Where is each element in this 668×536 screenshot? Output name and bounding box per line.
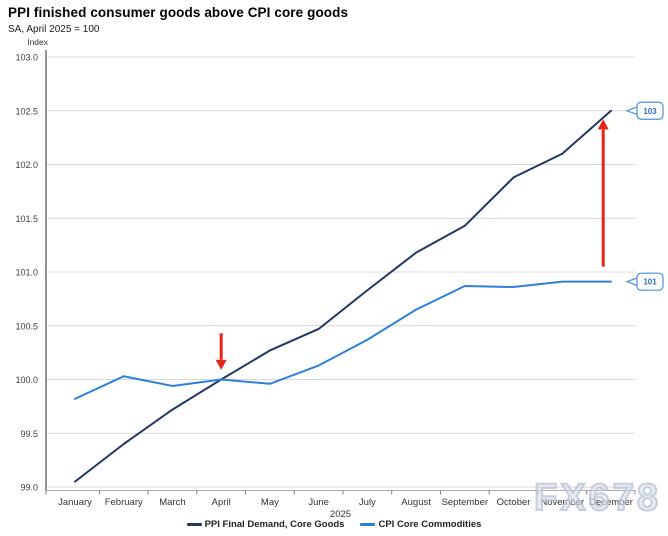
annotation-arrow-head-up: [597, 119, 609, 130]
chart-subtitle: SA, April 2025 = 100: [8, 24, 100, 35]
series-line-1: [74, 280, 612, 400]
x-tick-label: December: [589, 497, 633, 508]
chart-legend: PPI Final Demand, Core Goods CPI Core Com…: [0, 519, 668, 530]
x-tick-label: June: [308, 497, 329, 508]
legend-item: PPI Final Demand, Core Goods: [186, 519, 345, 530]
legend-item: CPI Core Commodities: [360, 519, 481, 530]
legend-dash: [360, 523, 376, 526]
x-tick-label: April: [212, 497, 231, 508]
y-tick-label: 101.0: [15, 268, 38, 278]
legend-label: PPI Final Demand, Core Goods: [204, 519, 345, 530]
callout-box: [636, 101, 664, 120]
x-tick-label: January: [58, 497, 92, 508]
x-tick-label: September: [442, 497, 488, 508]
end-value-callout: 101: [625, 272, 664, 291]
x-tick-label: July: [359, 497, 376, 508]
legend-label: CPI Core Commodities: [378, 519, 482, 530]
x-tick-label: November: [540, 497, 584, 508]
y-tick-label: 99.0: [20, 483, 38, 493]
callout-value: 101: [643, 278, 657, 287]
end-value-callout: 103: [625, 101, 664, 120]
x-axis-year-label: 2025: [330, 509, 351, 520]
chart-title: PPI finished consumer goods above CPI co…: [8, 5, 349, 20]
y-tick-label: 100.0: [15, 375, 38, 385]
annotation-arrow-head-down: [215, 359, 227, 370]
x-tick-label: May: [261, 497, 279, 508]
y-tick-label: 100.5: [15, 321, 38, 331]
x-tick-label: March: [159, 497, 185, 508]
callout-value: 103: [643, 107, 657, 116]
x-tick-label: August: [401, 497, 431, 508]
y-tick-label: 101.5: [15, 214, 38, 224]
y-tick-label: 99.5: [20, 429, 38, 439]
legend-dash: [186, 523, 202, 526]
y-axis-unit-label: Index: [27, 37, 49, 47]
y-tick-label: 102.5: [15, 106, 38, 116]
y-tick-label: 102.0: [15, 160, 38, 170]
callout-box: [636, 272, 664, 291]
x-tick-label: February: [105, 497, 143, 508]
x-tick-label: October: [497, 497, 531, 508]
series-line-0: [74, 109, 612, 483]
y-tick-label: 103.0: [15, 53, 38, 63]
